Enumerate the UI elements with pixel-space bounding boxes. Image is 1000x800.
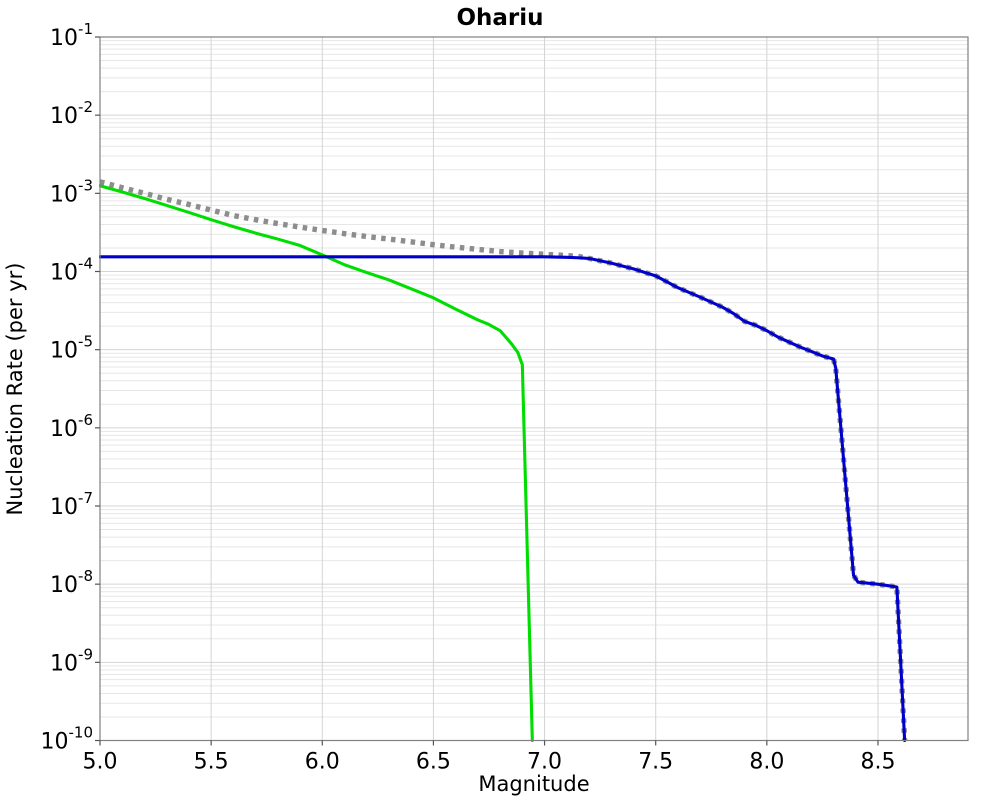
series-green-solid-line: [99, 184, 534, 742]
y-tick-labels: 10-1 10-2 10-3 10-4 10-5 10-6 10-7 10-8 10-9 10-1…: [41, 20, 94, 755]
x-tick-label: 7.0: [527, 750, 562, 775]
y-tick-label: 10-1: [50, 20, 93, 51]
y-tick-label: 10-5: [50, 333, 93, 364]
plot-area: [100, 37, 968, 741]
x-tick-labels: 5.0 5.5 6.0 6.5 7.0 7.5 8.0 8.5: [83, 750, 896, 775]
y-tick-label: 10-4: [50, 255, 93, 286]
x-tick-label: 5.0: [83, 750, 118, 775]
y-axis-title: Nucleation Rate (per yr): [3, 263, 27, 516]
y-tick-label: 10-7: [50, 489, 93, 520]
x-axis-title: Magnitude: [478, 772, 589, 796]
y-minor-gridlines: [100, 40, 968, 718]
x-tick-label: 6.5: [416, 750, 451, 775]
series-blue-solid-line: [99, 255, 907, 742]
series-layer: [99, 179, 908, 742]
chart-title: Ohariu: [456, 5, 543, 31]
y-tick-label: 10-3: [50, 176, 93, 207]
x-tick-label: 8.5: [860, 750, 895, 775]
plot-border: [99, 36, 969, 742]
x-tick-label: 7.5: [638, 750, 673, 775]
x-tick-label: 6.0: [305, 750, 340, 775]
y-tick-label: 10-9: [50, 645, 93, 676]
x-tick-label: 8.0: [749, 750, 784, 775]
axis-ticks: [95, 36, 879, 746]
y-tick-label: 10-10: [41, 724, 94, 755]
y-tick-label: 10-2: [50, 98, 93, 129]
y-tick-label: 10-6: [50, 411, 93, 442]
y-tick-label: 10-8: [50, 567, 93, 598]
x-tick-label: 5.5: [194, 750, 229, 775]
